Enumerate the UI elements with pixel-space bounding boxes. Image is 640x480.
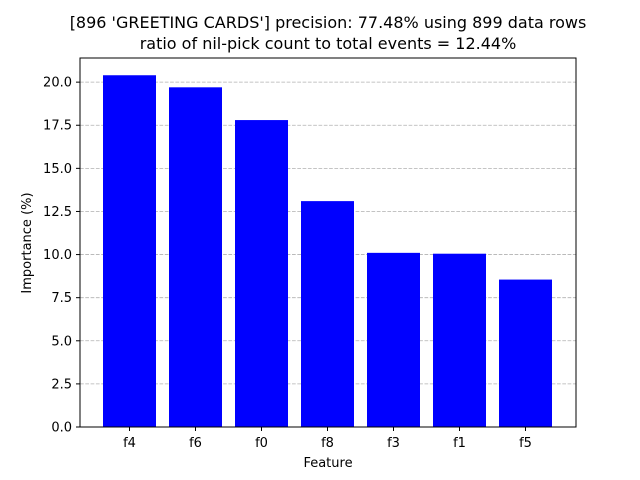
y-tick-label: 2.5 [51,377,72,392]
chart-title-line-1: [896 'GREETING CARDS'] precision: 77.48%… [70,13,587,32]
y-axis-ticks: 0.0 2.5 5.0 7.5 10.0 12.5 15.0 17.5 20.0 [43,76,80,436]
bar-f1 [433,253,486,427]
y-tick-label: 10.0 [43,248,72,263]
x-tick-label: f5 [519,436,532,451]
y-axis-label: Importance (%) [20,192,35,293]
bar-f8 [301,201,354,427]
x-tick-label: f6 [189,436,202,451]
x-axis-label: Feature [303,456,352,471]
bars [103,75,552,428]
y-tick-label: 20.0 [43,76,72,91]
x-axis-ticks: f4 f6 f0 f8 f3 f1 f5 [123,427,532,451]
x-tick-label: f1 [453,436,466,451]
y-tick-label: 5.0 [51,334,72,349]
y-tick-label: 0.0 [51,421,72,436]
bar-f5 [499,279,552,427]
bar-f3 [367,252,420,427]
y-tick-label: 15.0 [43,162,72,177]
bar-f0 [235,120,288,427]
x-tick-label: f4 [123,436,136,451]
bar-f4 [103,75,156,428]
y-tick-label: 7.5 [51,291,72,306]
x-tick-label: f0 [255,436,268,451]
chart-title-line-2: ratio of nil-pick count to total events … [140,34,517,53]
x-tick-label: f8 [321,436,334,451]
x-tick-label: f3 [387,436,400,451]
y-tick-label: 12.5 [43,205,72,220]
bar-f6 [169,87,222,428]
y-tick-label: 17.5 [43,119,72,134]
